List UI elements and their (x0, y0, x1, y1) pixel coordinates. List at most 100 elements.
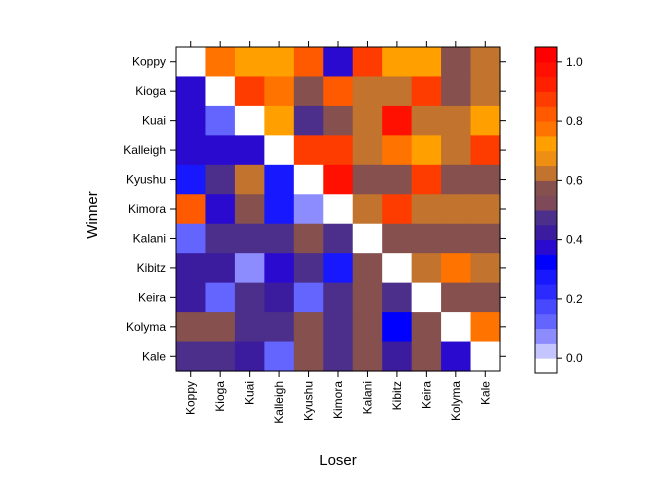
colorbar: 0.0 0.2 0.4 0.6 0.8 1.0 (534, 46, 583, 374)
heatmap-cell (176, 253, 207, 284)
heatmap-cell (293, 47, 324, 78)
colorbar-bin (535, 121, 557, 137)
x-tick-label: Kioga (213, 381, 227, 412)
heatmap-cell (234, 194, 265, 225)
colorbar-tick-label: 1.0 (566, 55, 583, 69)
colorbar-bin (535, 165, 557, 181)
x-axis-title: Loser (319, 452, 357, 469)
heatmap-cell (352, 135, 383, 166)
y-tick-label: Kalani (133, 231, 166, 245)
x-tick-label: Keira (419, 381, 433, 409)
colorbar-bin (535, 343, 557, 359)
heatmap-cell (293, 312, 324, 343)
heatmap-cell (293, 223, 324, 254)
heatmap-cell (176, 105, 207, 136)
heatmap-cell (470, 282, 501, 313)
heatmap-cell (411, 194, 442, 225)
heatmap-cell (264, 223, 295, 254)
heatmap-cell (441, 223, 472, 254)
heatmap-cell (441, 135, 472, 166)
colorbar-tick-label: 0.2 (566, 292, 583, 306)
x-axis: Koppy Kioga Kuai Kalleigh Kyushu Kimora Kalani… (184, 41, 492, 424)
colorbar-bin (535, 180, 557, 196)
heatmap-cell (352, 223, 383, 254)
heatmap-cell (176, 164, 207, 195)
y-tick-label: Koppy (132, 55, 166, 69)
heatmap-cell (441, 47, 472, 78)
heatmap-cell (441, 105, 472, 136)
heatmap-cell (176, 47, 207, 78)
y-tick-label: Kolyma (126, 320, 166, 334)
colorbar-bin (535, 254, 557, 270)
heatmap-cell (411, 135, 442, 166)
heatmap-cell (293, 76, 324, 107)
colorbar-tick-label: 0.8 (566, 114, 583, 128)
heatmap-cell (352, 194, 383, 225)
heatmap-cell (264, 194, 295, 225)
heatmap-cell (323, 164, 354, 195)
colorbar-bin (535, 210, 557, 226)
heatmap-cell (323, 223, 354, 254)
heatmap-cell (411, 312, 442, 343)
y-tick-label: Kioga (135, 84, 166, 98)
heatmap-cell (352, 76, 383, 107)
heatmap-cell (470, 223, 501, 254)
heatmap-cell (323, 312, 354, 343)
heatmap-cell (264, 105, 295, 136)
heatmap-cell (234, 135, 265, 166)
heatmap-cell (264, 47, 295, 78)
heatmap-cell (382, 312, 413, 343)
heatmap-cell (470, 47, 501, 78)
colorbar-bin (535, 284, 557, 300)
heatmap-cell (205, 194, 236, 225)
heatmap-cell (470, 194, 501, 225)
colorbar-bin (535, 224, 557, 241)
heatmap-cell (176, 223, 207, 254)
heatmap-cell (264, 312, 295, 343)
heatmap-cell (293, 105, 324, 136)
heatmap-cell (293, 194, 324, 225)
heatmap-cell (411, 253, 442, 284)
heatmap-cell (234, 105, 265, 136)
heatmap-cell (382, 253, 413, 284)
heatmap-cell (176, 135, 207, 166)
heatmap-cell (470, 341, 501, 372)
heatmap-cell (441, 341, 472, 372)
heatmap-cell (411, 76, 442, 107)
heatmap-cell (441, 282, 472, 313)
y-tick-label: Kyushu (126, 173, 166, 187)
heatmap-cell (205, 47, 236, 78)
heatmap-cell (441, 253, 472, 284)
heatmap-cell (176, 194, 207, 225)
heatmap-cell (352, 341, 383, 372)
colorbar-bin (535, 313, 557, 330)
x-tick-label: Kuai (243, 381, 257, 405)
heatmap-cells (176, 47, 501, 372)
heatmap-cell (205, 76, 236, 107)
y-tick-label: Kimora (128, 202, 166, 216)
heatmap-cell (470, 164, 501, 195)
x-tick-label: Kale (478, 381, 492, 405)
colorbar-frame (534, 46, 558, 374)
heatmap-cell (411, 164, 442, 195)
heatmap-cell (264, 135, 295, 166)
heatmap-cell (323, 105, 354, 136)
heatmap-cell (264, 164, 295, 195)
colorbar-tick-label: 0.4 (566, 233, 583, 247)
heatmap-cell (470, 253, 501, 284)
y-tick-label: Kuai (142, 114, 166, 128)
heatmap-cell (323, 282, 354, 313)
colorbar-bin (535, 106, 557, 122)
heatmap-cell (264, 253, 295, 284)
heatmap-cell (234, 253, 265, 284)
heatmap-cell (205, 341, 236, 372)
heatmap-cell (382, 194, 413, 225)
y-tick-label: Kibitz (137, 261, 166, 275)
heatmap-cell (205, 282, 236, 313)
y-axis-title: Winner (84, 191, 101, 239)
y-tick-label: Kalleigh (123, 143, 166, 157)
heatmap-cell (470, 312, 501, 343)
heatmap-cell (323, 341, 354, 372)
heatmap-cell (382, 135, 413, 166)
